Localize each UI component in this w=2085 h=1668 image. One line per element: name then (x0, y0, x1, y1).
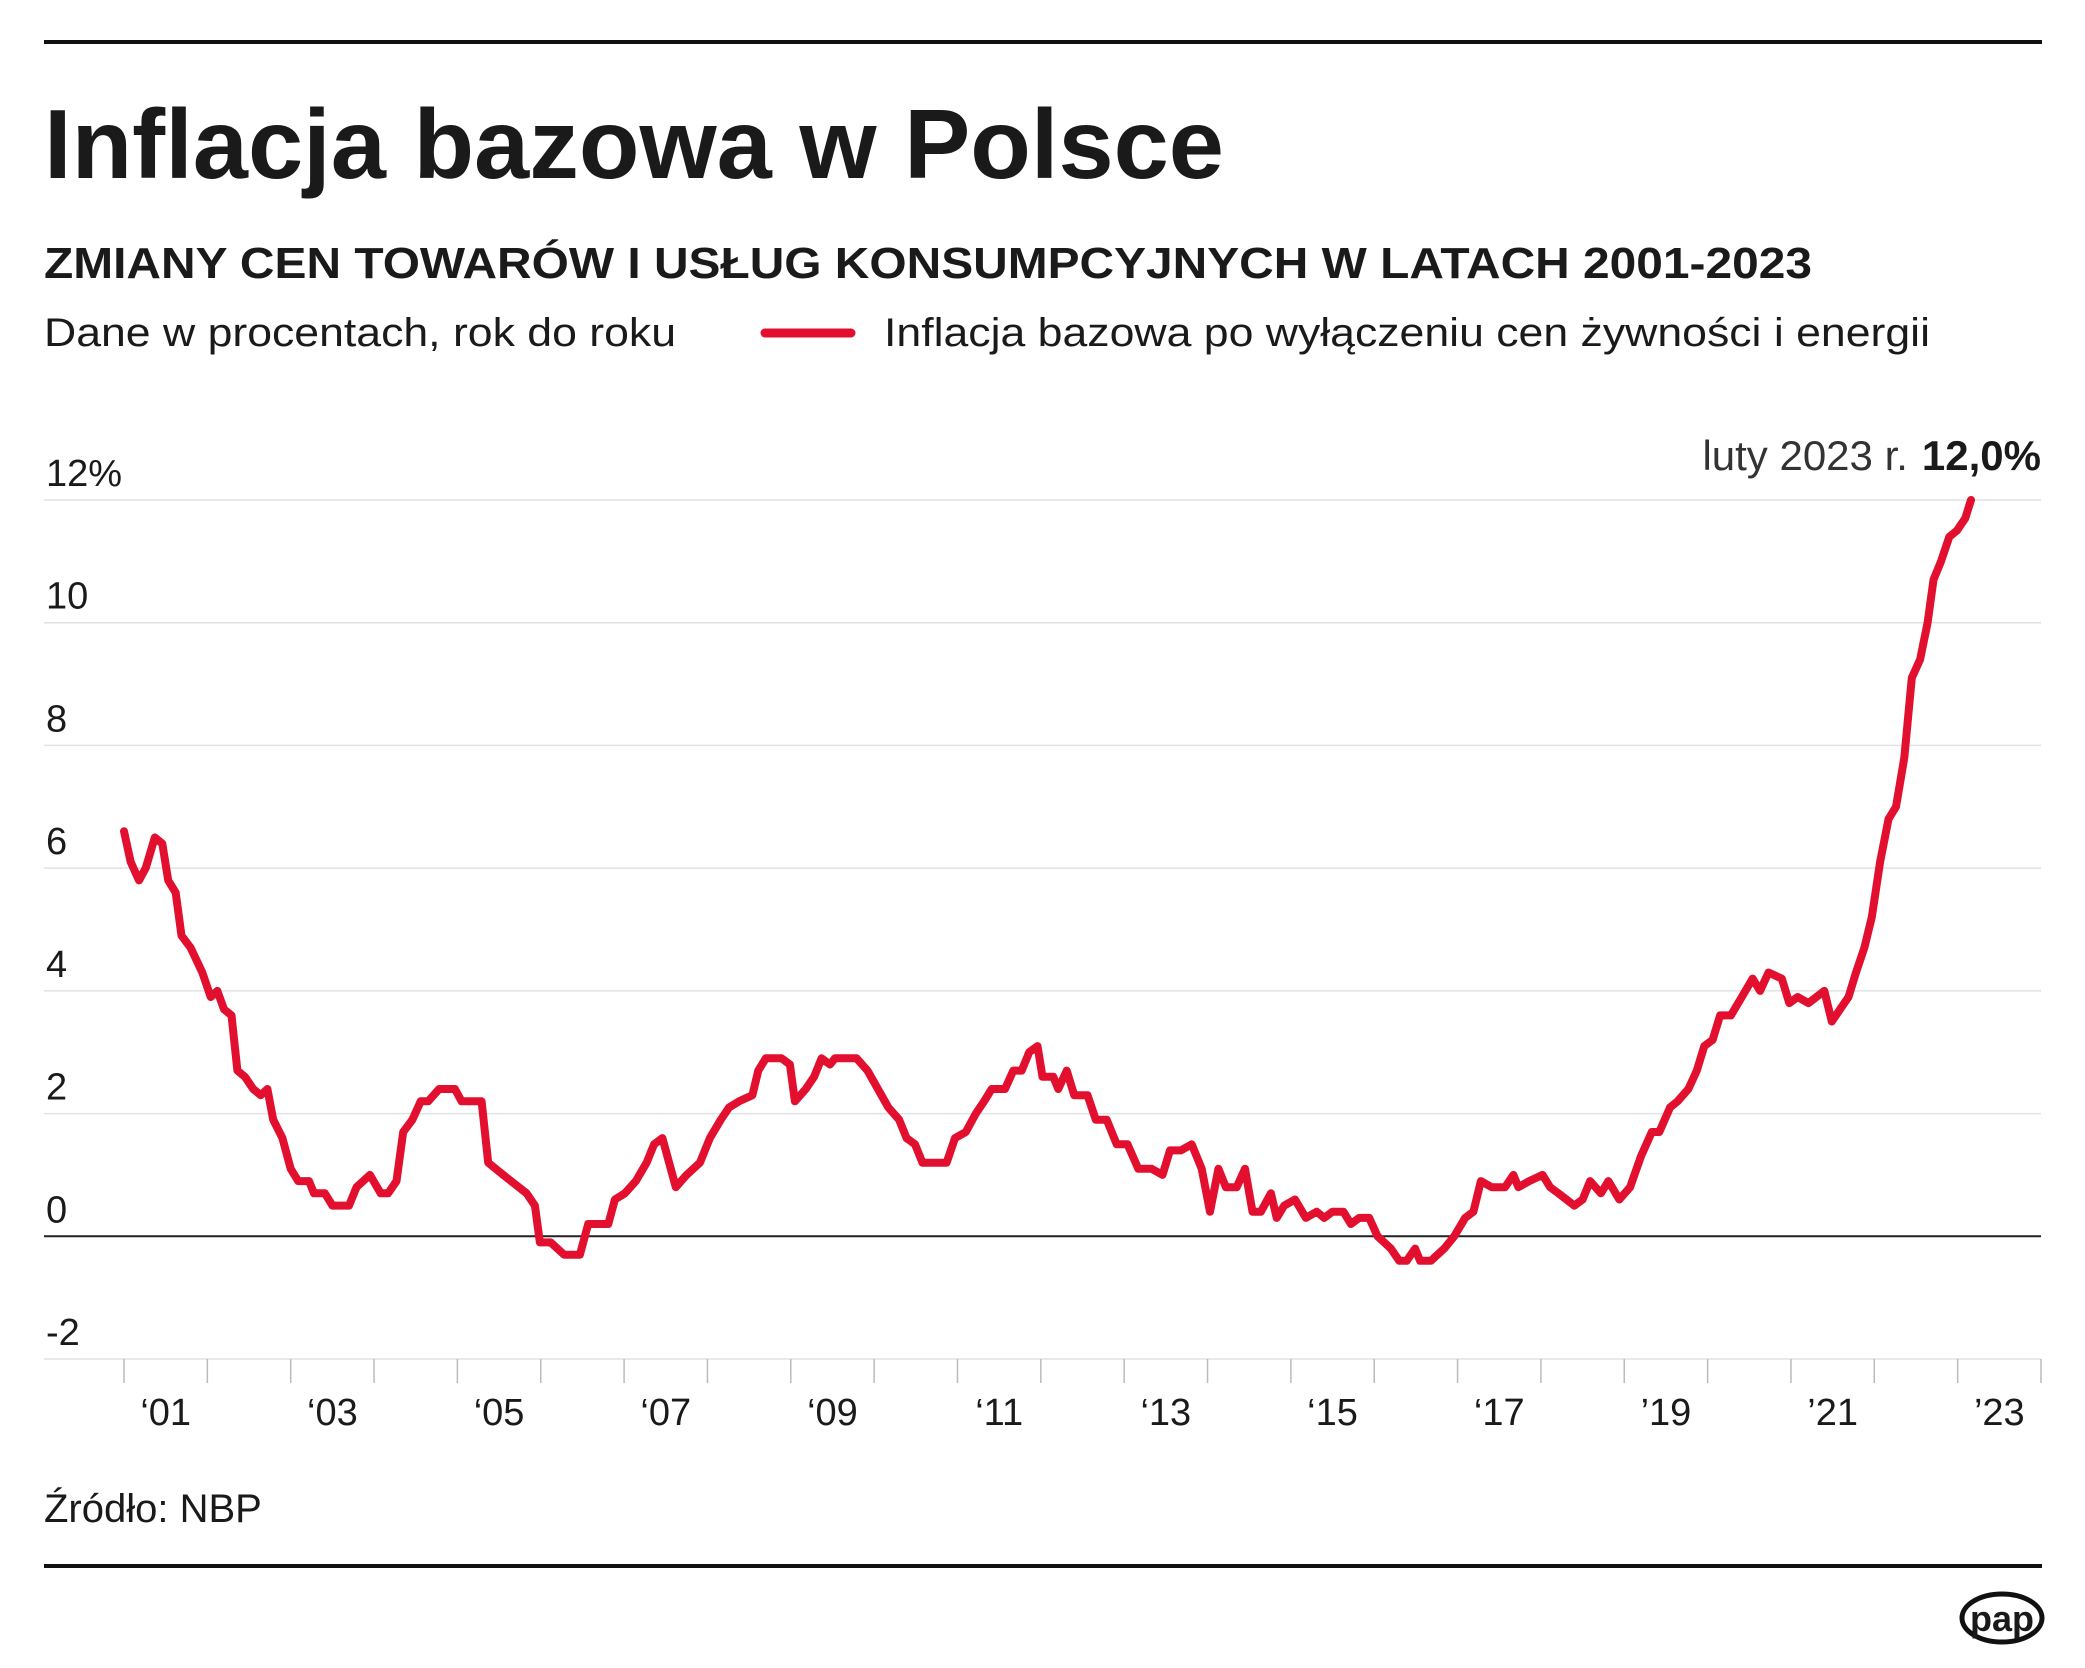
x-tick-label: ‘01 (140, 1392, 191, 1434)
y-tick-label: 2 (46, 1067, 67, 1109)
y-tick-label: 6 (46, 821, 67, 863)
logo-badge (1959, 1591, 2045, 1645)
x-tick-label: ‘03 (307, 1392, 358, 1434)
x-tick-label: ’23 (1974, 1392, 2025, 1434)
plot: -2 0 2 4 6 8 10 12% ‘01 ‘03 ‘05 ‘07 ‘09 ‘11 ‘13 ‘15 ‘17 ’… (44, 432, 2042, 1434)
chart-title: Inflacja bazowa w Polsce (44, 89, 1224, 199)
y-tick-label: 10 (46, 576, 88, 618)
x-tick-label: ‘07 (640, 1392, 691, 1434)
x-tick-label: ‘05 (474, 1392, 525, 1434)
source: Źródło: NBP (44, 1486, 262, 1531)
x-tick-label: ’21 (1807, 1392, 1858, 1434)
x-tick-label: ‘13 (1140, 1392, 1191, 1434)
x-tick-label: ‘09 (807, 1392, 858, 1434)
legend-label: Inflacja bazowa po wyłączeniu cen żywnoś… (884, 311, 1930, 355)
chart-subtitle: ZMIANY CEN TOWARÓW I USŁUG KONSUMPCYJNYC… (44, 238, 1812, 288)
x-tick-label: ‘17 (1474, 1392, 1525, 1434)
series-line (120, 496, 1975, 1265)
y-tick-label: -2 (46, 1312, 80, 1354)
end-annotation: luty 2023 r. 12,0% (1702, 432, 2041, 479)
annotation-date: luty 2023 r. (1702, 432, 1907, 479)
x-tick-label: ‘11 (975, 1392, 1023, 1434)
y-tick-label: 8 (46, 698, 67, 740)
x-tick-label: ’19 (1641, 1392, 1692, 1434)
y-tick-label: 12% (46, 453, 122, 495)
annotation-value: 12,0% (1922, 432, 2041, 479)
x-tick-label: ‘15 (1307, 1392, 1358, 1434)
y-tick-label: 4 (46, 944, 67, 986)
units-note: Dane w procentach, rok do roku (44, 311, 676, 355)
y-tick-label: 0 (46, 1189, 67, 1231)
logo: pap (1970, 1598, 2034, 1639)
